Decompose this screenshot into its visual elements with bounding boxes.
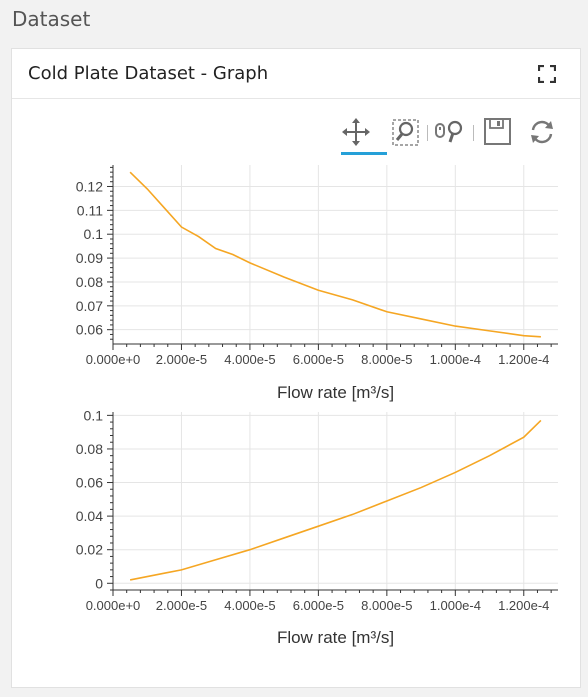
reset-icon <box>531 120 553 144</box>
wheel-zoom-icon <box>435 120 463 143</box>
toolbar-separator <box>427 125 428 141</box>
x-tick-label: 1.000e-4 <box>430 598 481 613</box>
y-tick-label: 0.08 <box>76 274 103 290</box>
x-tick-label: 6.000e-5 <box>293 352 344 367</box>
fullscreen-icon <box>537 64 557 84</box>
x-tick-label: 0.000e+0 <box>86 352 141 367</box>
y-tick-label: 0.07 <box>76 298 103 314</box>
box-zoom-icon <box>392 119 419 146</box>
x-tick-label: 8.000e-5 <box>361 598 412 613</box>
panel-header: Cold Plate Dataset - Graph <box>12 49 580 99</box>
move-icon <box>342 118 370 146</box>
graph-panel: Cold Plate Dataset - Graph <box>11 48 581 688</box>
active-tool-indicator <box>341 152 387 155</box>
thermal-resistance-chart[interactable]: 0.000e+0 2.000e-5 4.000e-5 6.000e-5 8.000e-5… <box>37 160 558 402</box>
panel-title: Cold Plate Dataset - Graph <box>28 63 269 84</box>
y-axis-label: Pressure drop [Bar] <box>37 427 56 574</box>
y-tick-label: 0.06 <box>76 475 103 491</box>
fullscreen-button[interactable] <box>537 64 557 84</box>
x-tick-label: 4.000e-5 <box>224 598 275 613</box>
y-tick-label: 0.06 <box>76 322 103 338</box>
toolbar-separator <box>473 125 474 141</box>
y-tick-label: 0.08 <box>76 441 103 457</box>
y-tick-label: 0.04 <box>76 508 103 524</box>
reset-tool-button[interactable] <box>525 115 559 153</box>
y-tick-label: 0.1 <box>84 407 104 423</box>
pressure-drop-chart[interactable]: 0.000e+0 2.000e-5 4.000e-5 6.000e-5 8.000e-5… <box>37 407 558 647</box>
x-tick-label: 2.000e-5 <box>156 352 207 367</box>
x-tick-label: 1.000e-4 <box>430 352 481 367</box>
y-tick-label: 0.1 <box>84 226 104 242</box>
save-icon <box>484 118 511 145</box>
series-line <box>129 171 541 338</box>
x-tick-label: 1.200e-4 <box>498 598 549 613</box>
x-tick-label: 8.000e-5 <box>361 352 412 367</box>
x-tick-label: 1.200e-4 <box>498 352 549 367</box>
x-axis-label: Flow rate [m³/s] <box>277 383 394 402</box>
y-tick-label: 0.09 <box>76 250 103 266</box>
y-tick-label: 0.12 <box>76 178 103 194</box>
section-title: Dataset <box>12 7 91 31</box>
x-tick-label: 6.000e-5 <box>293 598 344 613</box>
pan-tool-button[interactable] <box>339 115 387 155</box>
x-axis-label: Flow rate [m³/s] <box>277 628 394 647</box>
plot-toolbar <box>325 115 565 160</box>
y-tick-label: 0.11 <box>77 202 103 218</box>
series-line <box>129 419 542 581</box>
x-tick-label: 4.000e-5 <box>224 352 275 367</box>
x-tick-label: 2.000e-5 <box>156 598 207 613</box>
x-tick-label: 0.000e+0 <box>86 598 141 613</box>
y-tick-label: 0 <box>95 575 103 591</box>
y-tick-label: 0.02 <box>76 542 103 558</box>
y-axis-label: Thermal resistance [°C/W] <box>37 160 56 359</box>
wheel-zoom-tool-button[interactable] <box>433 115 467 153</box>
box-zoom-tool-button[interactable] <box>389 115 423 153</box>
save-tool-button[interactable] <box>481 115 515 153</box>
